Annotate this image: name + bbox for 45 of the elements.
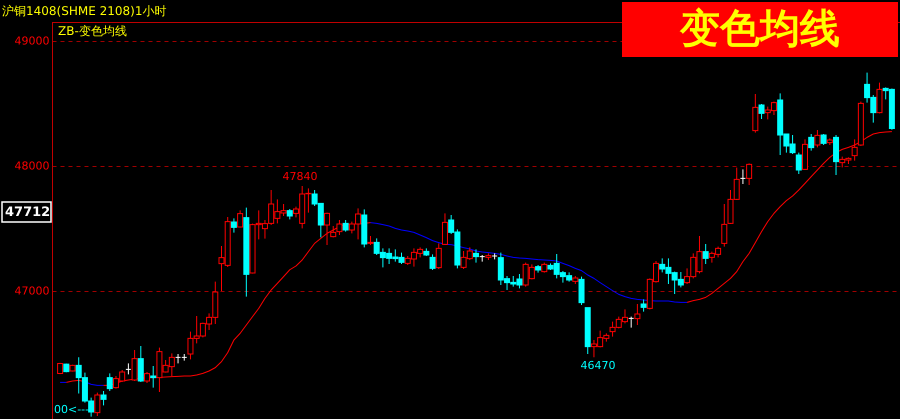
candlestick bbox=[436, 242, 442, 270]
candlestick bbox=[286, 208, 293, 220]
candlestick bbox=[740, 168, 746, 184]
candlestick bbox=[94, 392, 100, 416]
candlestick bbox=[342, 220, 349, 232]
candlestick bbox=[640, 298, 647, 312]
candlestick bbox=[541, 262, 548, 274]
candlestick bbox=[138, 346, 144, 382]
candlestick bbox=[150, 366, 156, 388]
y-tick-label: 47000 bbox=[14, 284, 50, 298]
candlestick bbox=[132, 350, 138, 382]
candlestick bbox=[852, 138, 858, 162]
candlestick bbox=[106, 372, 113, 392]
candlestick bbox=[746, 162, 752, 186]
candlestick bbox=[336, 220, 342, 236]
candlestick bbox=[578, 276, 585, 306]
candlestick bbox=[814, 130, 820, 148]
candlestick bbox=[100, 390, 107, 406]
candlestick bbox=[721, 204, 728, 248]
candlestick bbox=[324, 212, 330, 246]
candlestick bbox=[758, 104, 765, 120]
candlestick bbox=[796, 152, 802, 174]
candlestick bbox=[144, 372, 150, 384]
candlestick bbox=[820, 134, 827, 146]
candlestick bbox=[634, 304, 640, 326]
candlestick bbox=[808, 134, 814, 152]
chart-title: 沪铜1408(SHME 2108)1小时 bbox=[2, 4, 166, 18]
chart-subtitle: ZB-变色均线 bbox=[58, 24, 127, 38]
candlestick bbox=[473, 248, 479, 264]
candlestick bbox=[628, 316, 634, 328]
candlestick bbox=[752, 94, 758, 134]
candlestick bbox=[230, 218, 237, 234]
candlestick bbox=[125, 362, 132, 375]
annotation: 46470 bbox=[580, 359, 616, 372]
y-tick-label: 49000 bbox=[14, 34, 50, 48]
annotation: 变色均线 bbox=[679, 6, 840, 52]
candlestick bbox=[442, 212, 448, 246]
candlestick bbox=[330, 226, 336, 238]
annotation: 47840 bbox=[282, 170, 318, 183]
text: 47712 bbox=[5, 205, 50, 220]
candlestick bbox=[702, 244, 709, 264]
y-tick-label: 48000 bbox=[14, 160, 50, 172]
candlestick bbox=[430, 254, 436, 270]
candlestick bbox=[876, 82, 882, 114]
candlestick bbox=[237, 210, 244, 228]
